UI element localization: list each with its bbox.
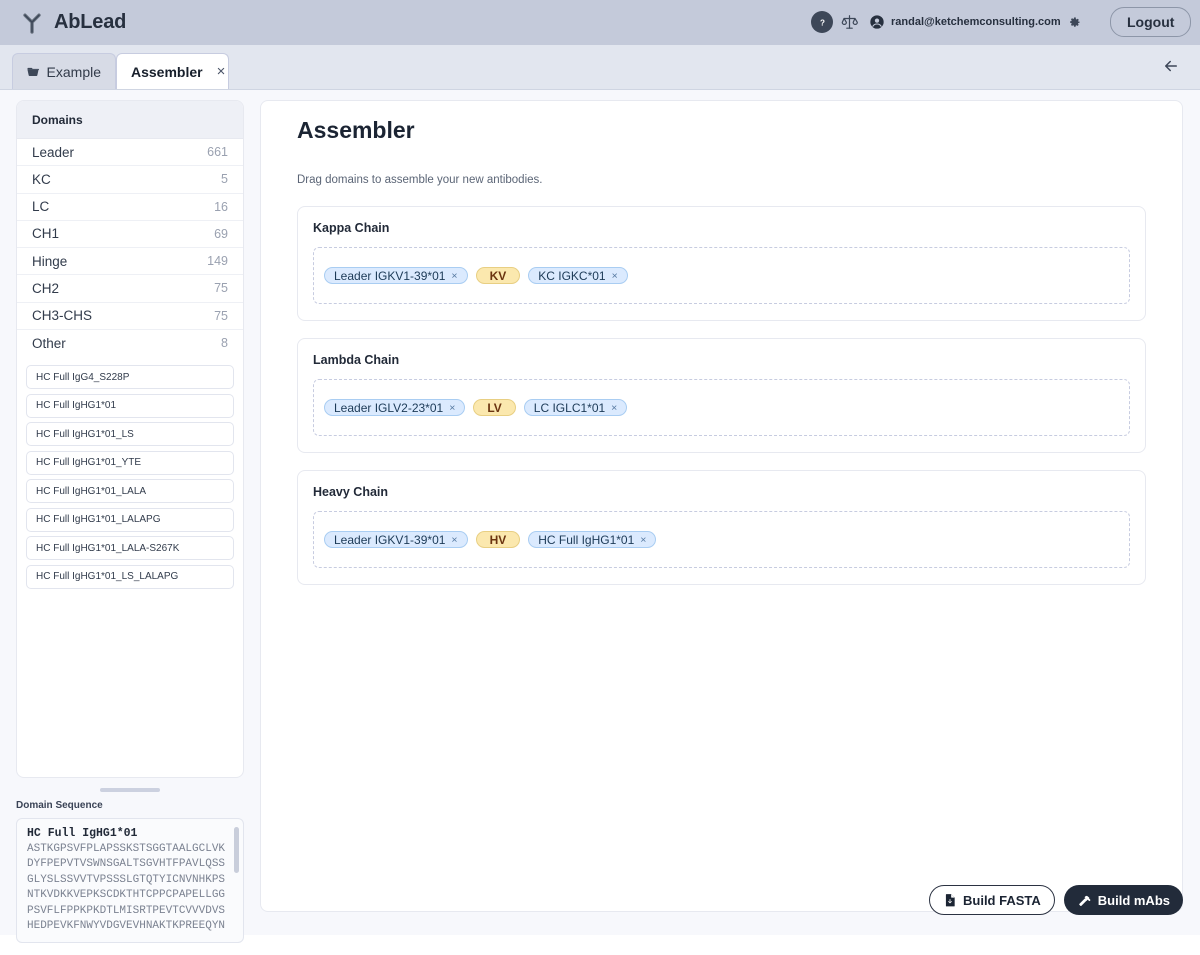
svg-text:?: ? — [820, 18, 825, 27]
